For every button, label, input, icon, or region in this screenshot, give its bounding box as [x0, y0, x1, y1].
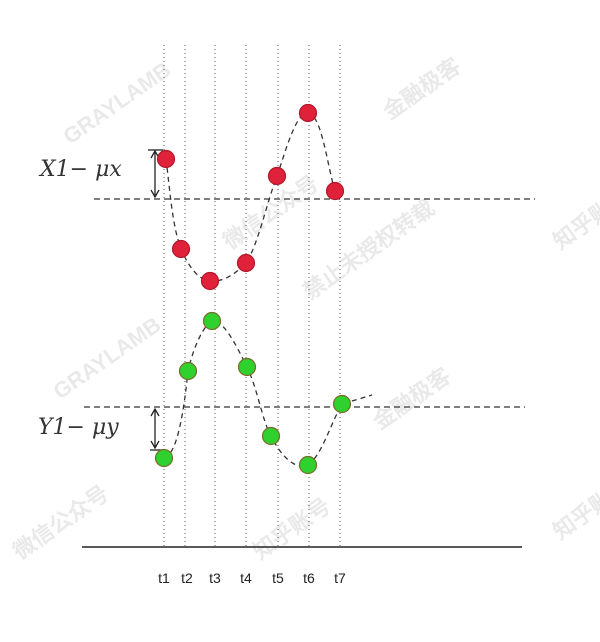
watermark-text: 金融极客	[378, 53, 466, 125]
series-x-points	[156, 103, 345, 291]
y-point-t3	[202, 311, 222, 331]
x-point-t6	[298, 103, 318, 123]
watermark-text: 金融极客	[368, 363, 456, 435]
y-point-t5	[261, 426, 281, 446]
y-deviation-bracket	[150, 407, 165, 451]
watermark-text: 禁止未授权转载	[299, 195, 440, 304]
time-label-t6: t6	[303, 570, 315, 586]
y-point-t6	[298, 455, 318, 475]
series-y-points	[154, 311, 352, 475]
watermark-text: GRAYLAMB	[49, 312, 166, 404]
x-deviation-label: X1− μx	[38, 157, 122, 182]
y-point-t2	[178, 361, 198, 381]
watermark-text: 知乎账号	[549, 183, 600, 254]
y-deviation-label: Y1− μy	[38, 415, 119, 440]
time-label-t5: t5	[272, 570, 284, 586]
x-point-t5	[267, 166, 287, 186]
x-point-t2	[171, 239, 191, 259]
time-label-t4: t4	[240, 570, 252, 586]
watermark: GRAYLAMB 金融极客 微信公众号 禁止未授权转载 GRAYLAMB 金融极…	[8, 53, 600, 565]
x-point-t4	[236, 253, 256, 273]
watermark-text: 微信公众号	[218, 171, 323, 255]
time-label-t1: t1	[158, 570, 170, 586]
y-point-t1	[154, 448, 174, 468]
time-label-t2: t2	[181, 570, 193, 586]
time-label-t3: t3	[209, 570, 221, 586]
watermark-text: 知乎账号	[249, 493, 335, 564]
time-labels: t1 t2 t3 t4 t5 t6 t7	[158, 570, 346, 586]
y-point-t4	[237, 357, 257, 377]
x-point-t1	[156, 149, 176, 169]
x-point-t3	[200, 271, 220, 291]
watermark-text: GRAYLAMB	[59, 57, 176, 149]
x-point-t7	[325, 181, 345, 201]
watermark-text: 微信公众号	[8, 481, 113, 565]
x-deviation-bracket	[148, 149, 163, 199]
time-label-t7: t7	[334, 570, 346, 586]
watermark-text: 知乎账号	[549, 473, 600, 544]
y-point-t7	[332, 394, 352, 414]
